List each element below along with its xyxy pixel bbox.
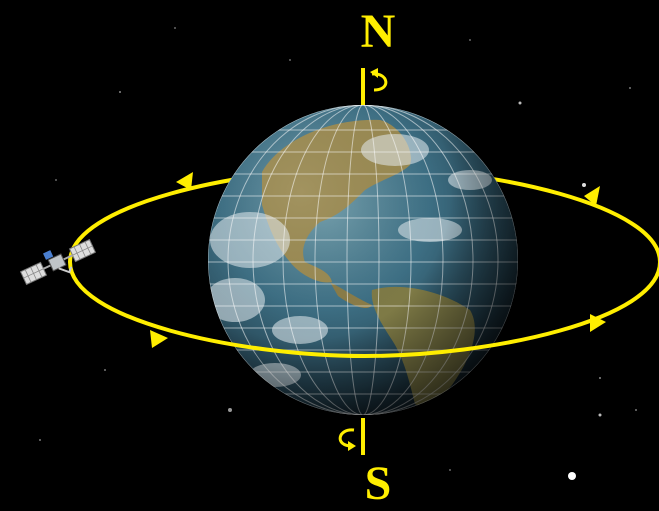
orbit-direction-arrow-icon [150, 172, 606, 348]
satellite-icon [19, 238, 97, 286]
orbit-path-front [68, 261, 659, 359]
south-pole-label: S [364, 457, 392, 510]
north-pole-label: N [360, 5, 396, 58]
rotation-arrow-icon [338, 428, 356, 451]
earth-globe [208, 105, 518, 415]
starfield [39, 27, 637, 480]
rotation-arrow-icon [370, 68, 388, 92]
